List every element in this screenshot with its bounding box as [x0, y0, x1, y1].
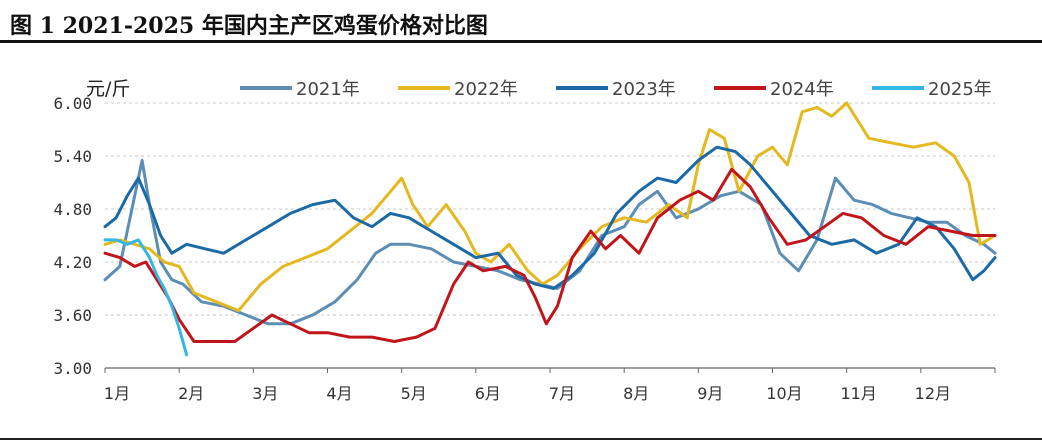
legend-label: 2024年 — [770, 79, 834, 100]
legend-label: 2023年 — [612, 79, 676, 100]
legend: 2021年 2022年 2023年 2024年 2025年 — [240, 79, 992, 100]
y-tick-label: 3.00 — [53, 359, 92, 378]
y-tick-label: 5.40 — [53, 147, 92, 166]
x-tick-label: 9月 — [697, 384, 723, 403]
x-tick-label: 3月 — [252, 384, 278, 403]
x-tick-label: 7月 — [549, 384, 575, 403]
y-tick-label: 3.60 — [53, 306, 92, 325]
x-tick-label: 5月 — [401, 384, 427, 403]
x-tick-label: 10月 — [766, 384, 802, 403]
x-tick-label: 2月 — [178, 384, 204, 403]
x-tick-label: 1月 — [104, 384, 130, 403]
x-tick-label: 11月 — [840, 384, 876, 403]
y-tick-label: 6.00 — [53, 94, 92, 113]
y-tick-label: 4.80 — [53, 200, 92, 219]
title-bar: 图 1 2021-2025 年国内主产区鸡蛋价格对比图 — [0, 0, 1042, 44]
x-axis: 1月 2月 3月 4月 5月 6月 7月 8月 9月 10月 11月 12月 — [104, 367, 996, 403]
y-axis-ticks: 6.00 5.40 4.80 4.20 3.60 3.00 — [53, 94, 92, 378]
grid-lines — [105, 102, 995, 316]
legend-label: 2021年 — [296, 79, 360, 100]
y-tick-label: 4.20 — [53, 253, 92, 272]
series-line-2024年 — [103, 167, 997, 343]
series-lines — [103, 101, 997, 357]
x-tick-label: 4月 — [326, 384, 352, 403]
series-line-2023年 — [103, 145, 997, 290]
x-tick-label: 12月 — [915, 384, 951, 403]
x-tick-label: 8月 — [623, 384, 649, 403]
series-line-2022年 — [103, 101, 997, 313]
legend-label: 2025年 — [928, 79, 992, 100]
legend-label: 2022年 — [454, 79, 518, 100]
title-rule — [0, 40, 1042, 43]
bottom-rule — [0, 438, 1042, 440]
series-line-2021年 — [103, 158, 997, 326]
chart-title: 图 1 2021-2025 年国内主产区鸡蛋价格对比图 — [10, 13, 488, 39]
x-tick-label: 6月 — [475, 384, 501, 403]
y-unit-label: 元/斤 — [86, 78, 131, 100]
series-line-2025年 — [103, 238, 189, 357]
